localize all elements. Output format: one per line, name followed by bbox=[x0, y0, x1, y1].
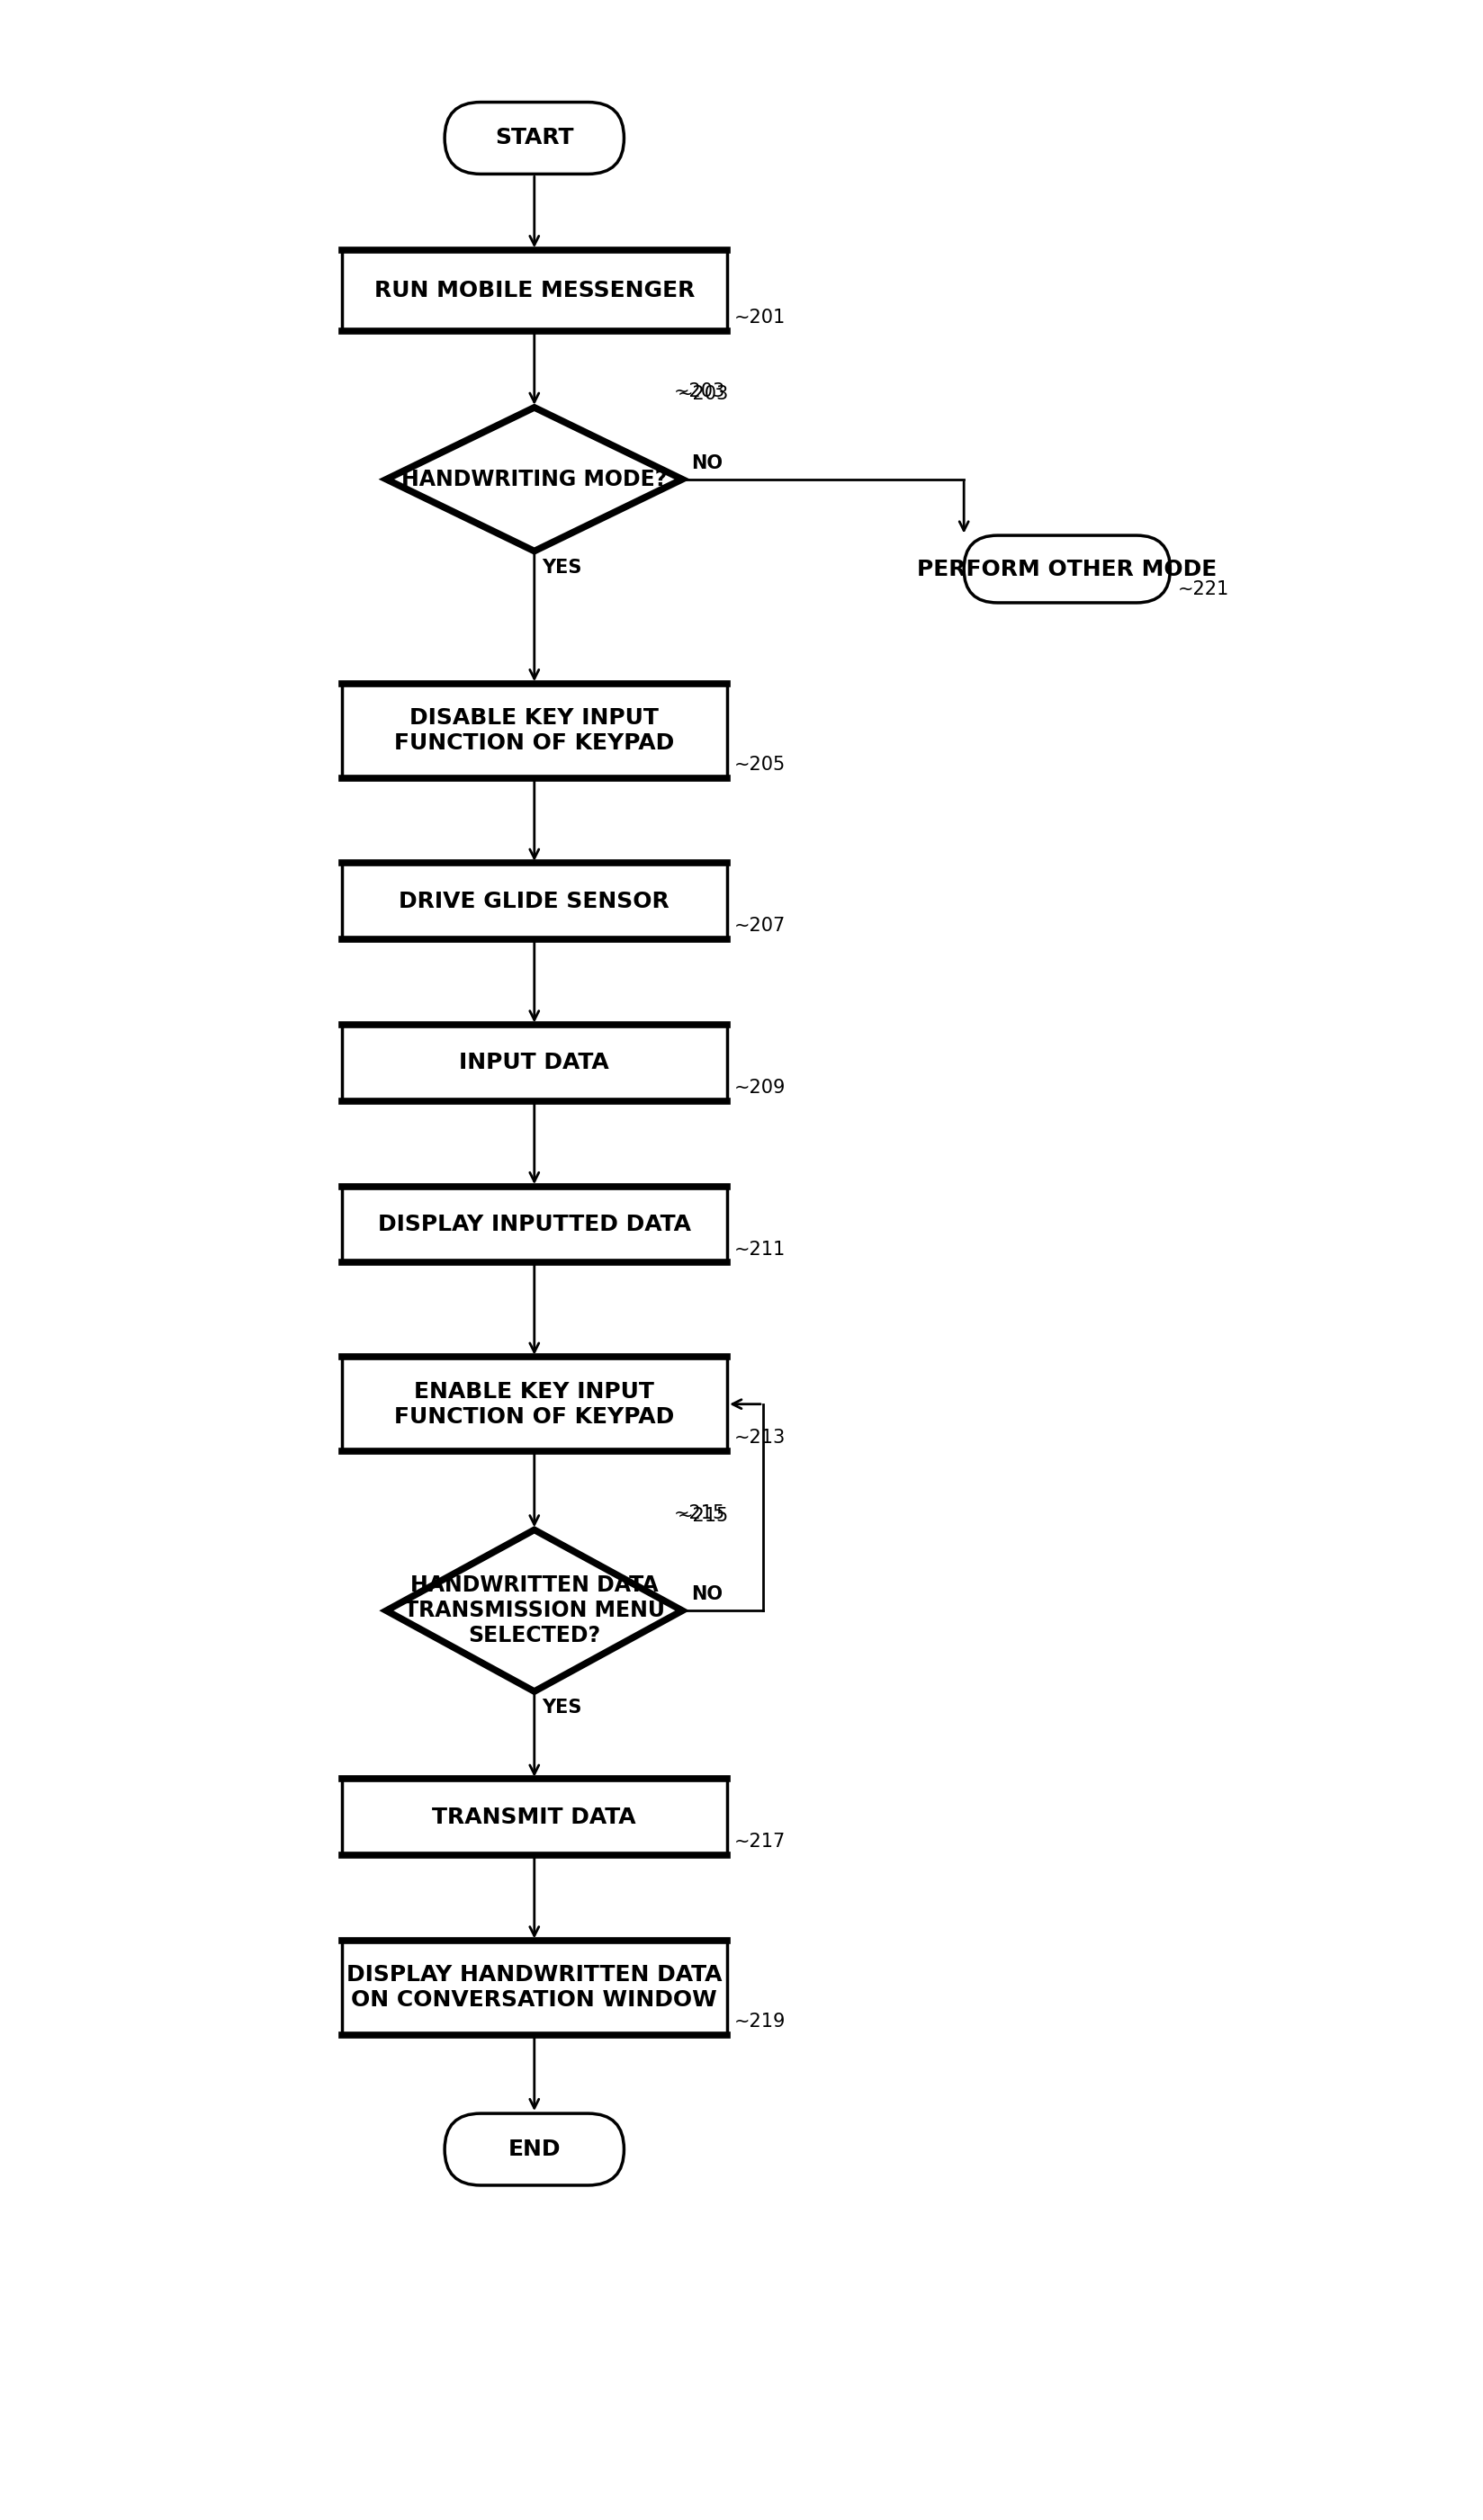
Text: ~215: ~215 bbox=[673, 1504, 724, 1522]
Text: HANDWRITTEN DATA
TRANSMISSION MENU
SELECTED?: HANDWRITTEN DATA TRANSMISSION MENU SELEC… bbox=[403, 1575, 664, 1646]
FancyBboxPatch shape bbox=[445, 2114, 624, 2185]
Bar bbox=[341, 683, 727, 779]
Text: ~219: ~219 bbox=[734, 2013, 786, 2031]
Text: PERFORM OTHER MODE: PERFORM OTHER MODE bbox=[916, 559, 1216, 580]
Text: ~209: ~209 bbox=[734, 1079, 786, 1096]
Bar bbox=[341, 1356, 727, 1452]
Bar bbox=[341, 1026, 727, 1101]
Text: YES: YES bbox=[541, 559, 581, 577]
Bar bbox=[341, 249, 727, 330]
Bar bbox=[341, 1940, 727, 2034]
Text: ~203: ~203 bbox=[678, 386, 730, 403]
Text: NO: NO bbox=[691, 454, 722, 471]
Text: ~201: ~201 bbox=[734, 307, 786, 328]
Text: ~207: ~207 bbox=[734, 917, 786, 935]
Text: DISPLAY HANDWRITTEN DATA
ON CONVERSATION WINDOW: DISPLAY HANDWRITTEN DATA ON CONVERSATION… bbox=[346, 1966, 722, 2011]
Text: ~213: ~213 bbox=[734, 1429, 786, 1446]
Text: YES: YES bbox=[541, 1698, 581, 1716]
Text: ~217: ~217 bbox=[734, 1832, 786, 1850]
Text: ~203: ~203 bbox=[673, 383, 724, 401]
Text: ~205: ~205 bbox=[734, 756, 786, 774]
Text: DISABLE KEY INPUT
FUNCTION OF KEYPAD: DISABLE KEY INPUT FUNCTION OF KEYPAD bbox=[394, 708, 673, 753]
Text: HANDWRITING MODE?: HANDWRITING MODE? bbox=[402, 469, 667, 489]
Polygon shape bbox=[386, 408, 682, 552]
Text: ~221: ~221 bbox=[1176, 580, 1228, 597]
Text: START: START bbox=[495, 129, 574, 149]
Text: DRIVE GLIDE SENSOR: DRIVE GLIDE SENSOR bbox=[399, 890, 669, 912]
Text: TRANSMIT DATA: TRANSMIT DATA bbox=[432, 1807, 636, 1827]
Text: INPUT DATA: INPUT DATA bbox=[460, 1053, 610, 1074]
FancyBboxPatch shape bbox=[445, 103, 624, 174]
Bar bbox=[341, 864, 727, 940]
Text: ~211: ~211 bbox=[734, 1240, 786, 1257]
Text: DISPLAY INPUTTED DATA: DISPLAY INPUTTED DATA bbox=[378, 1215, 691, 1235]
Text: ENABLE KEY INPUT
FUNCTION OF KEYPAD: ENABLE KEY INPUT FUNCTION OF KEYPAD bbox=[394, 1381, 673, 1426]
Text: NO: NO bbox=[691, 1585, 722, 1603]
FancyBboxPatch shape bbox=[964, 534, 1170, 602]
Text: RUN MOBILE MESSENGER: RUN MOBILE MESSENGER bbox=[374, 280, 694, 302]
Polygon shape bbox=[386, 1530, 682, 1691]
Text: ~215: ~215 bbox=[678, 1507, 730, 1525]
Bar bbox=[341, 1779, 727, 1855]
Text: END: END bbox=[507, 2139, 561, 2160]
Bar bbox=[341, 1187, 727, 1263]
